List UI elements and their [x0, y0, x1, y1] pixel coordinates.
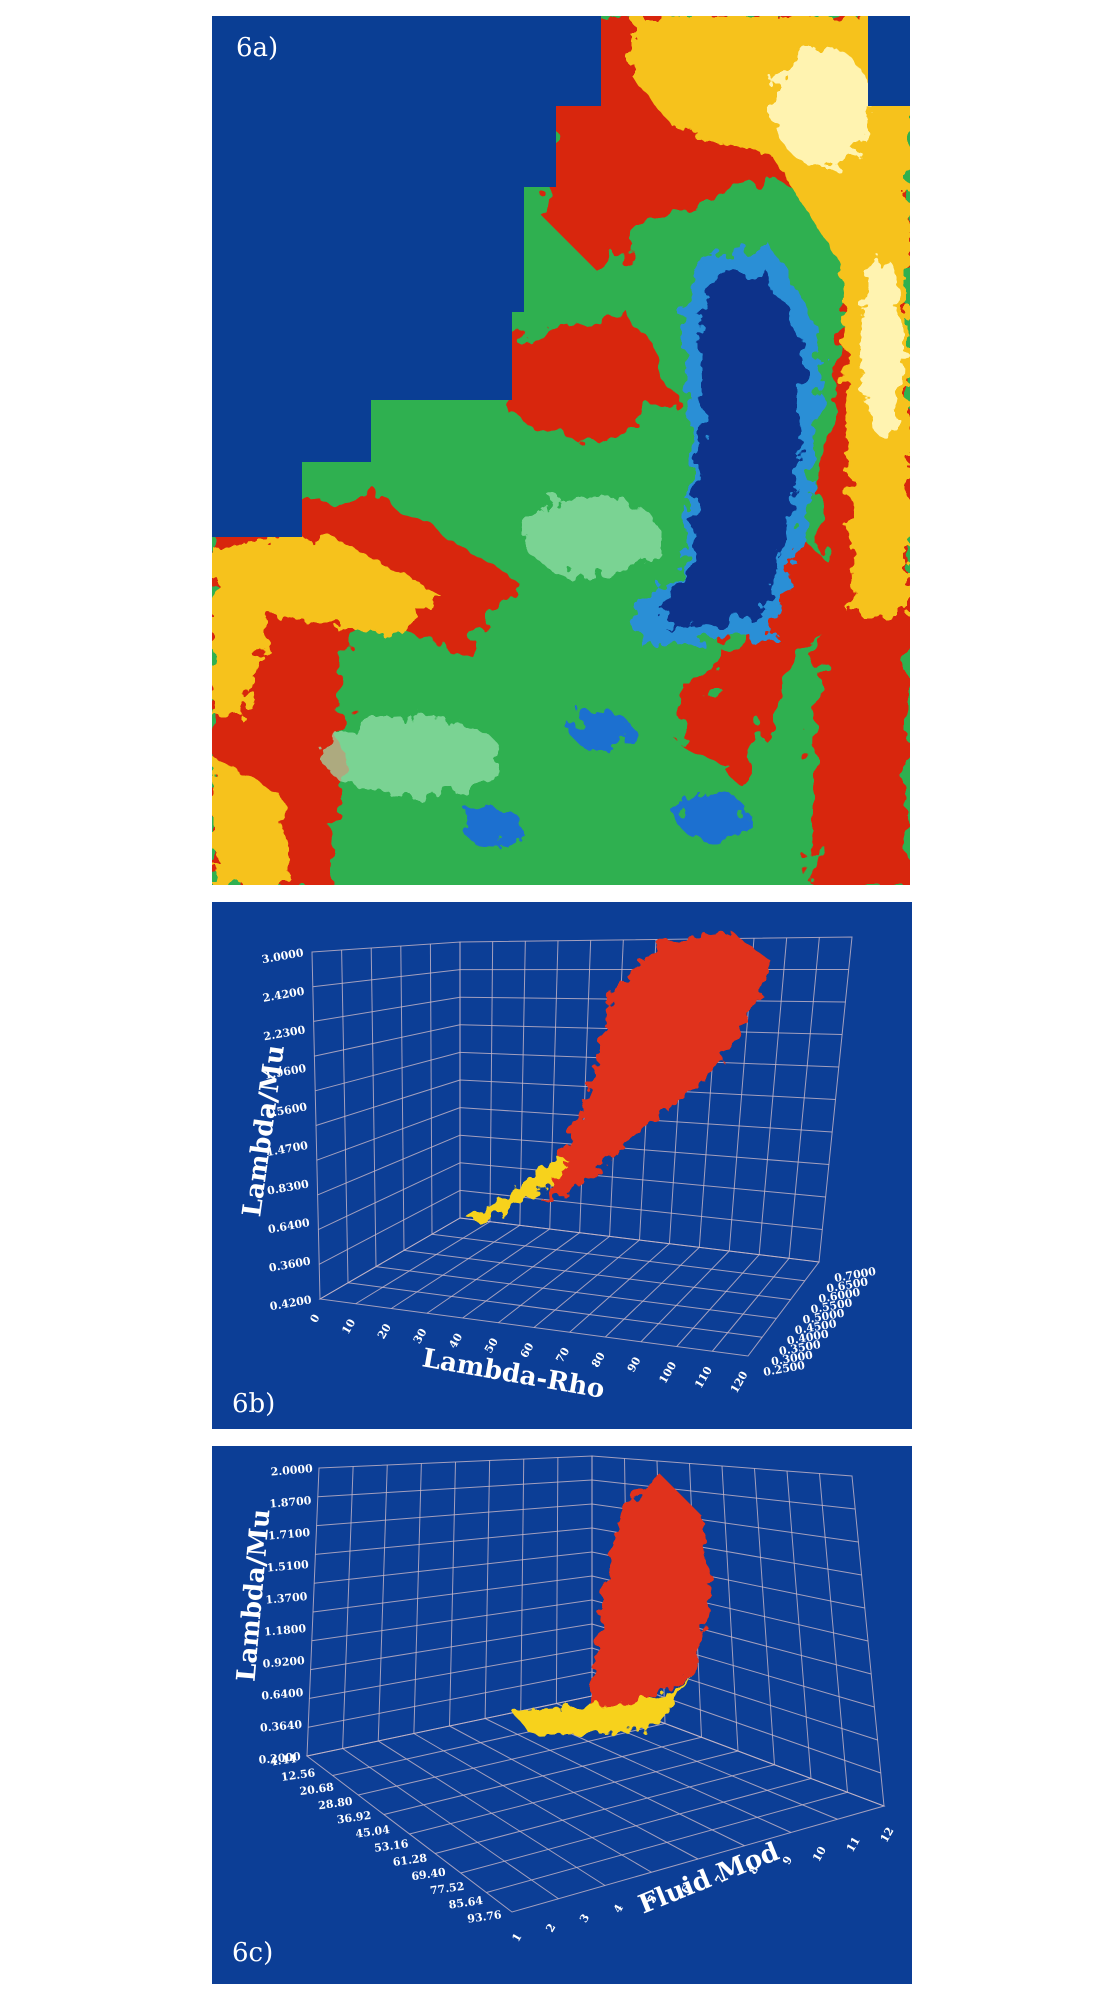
grid-line	[311, 1599, 593, 1642]
tick-label: 4.44	[269, 1752, 298, 1769]
tick-label: 20.68	[299, 1780, 335, 1798]
grid-line	[315, 1527, 593, 1555]
tick-label: 61.28	[392, 1851, 428, 1869]
grid-line	[312, 969, 461, 988]
panel-label: 6a)	[236, 33, 278, 63]
tick-label: 45.04	[355, 1823, 391, 1841]
tick-label: 28.80	[317, 1795, 353, 1813]
grid-wall	[305, 1695, 886, 1913]
grid-line	[434, 1764, 775, 1854]
tick-label: 93.76	[466, 1908, 502, 1926]
grid-line	[358, 1723, 666, 1796]
grid-line	[312, 1575, 593, 1613]
grid-line	[318, 1162, 461, 1231]
grid-line	[309, 1647, 593, 1699]
tick-label: 1.7100	[268, 1526, 311, 1543]
grid-line	[355, 1221, 491, 1305]
scatter-3d-panel: 2.0000 1.8700 1.7100 1.5100 1.3700 1.1800 0.92…	[212, 1446, 912, 1984]
grid-line	[315, 1079, 461, 1126]
grid-line	[459, 1134, 829, 1165]
grid-line	[391, 1224, 521, 1309]
tick-label: 0.9200	[262, 1654, 305, 1671]
tick-label: 1.5100	[266, 1558, 309, 1575]
tick-label: 12.56	[280, 1766, 316, 1784]
tick-label: 2.0000	[270, 1462, 313, 1479]
grid-wall	[318, 1217, 820, 1357]
scatter-3d-panel: 3.00002.42002.23001.96001.56001.47000.83…	[212, 902, 912, 1429]
grid-line	[426, 1228, 551, 1314]
grid-line	[314, 1551, 593, 1584]
grid-line	[316, 1503, 593, 1527]
grid-line	[316, 1107, 461, 1161]
tick-label: 1.1800	[264, 1622, 307, 1639]
grid-line	[459, 1162, 826, 1198]
tick-label: 77.52	[429, 1880, 465, 1898]
tick-label: 85.64	[448, 1894, 484, 1912]
grid-line	[591, 1479, 856, 1510]
map-panel: 6a)	[212, 16, 910, 885]
grid-line	[711, 1258, 790, 1352]
grid-line	[498, 1235, 610, 1324]
grid-line	[462, 1232, 580, 1319]
panel-label: 6b)	[232, 1389, 275, 1419]
grid-line	[313, 996, 461, 1022]
grid-line	[314, 1024, 461, 1057]
tick-label: 0.2000	[258, 1750, 301, 1767]
point-cloud	[467, 932, 772, 1222]
grid-line	[533, 1239, 640, 1328]
tick-label: 1.3700	[265, 1590, 308, 1607]
point-cloud	[512, 1476, 712, 1736]
grid-line	[317, 1479, 593, 1498]
tick-label: 36.92	[336, 1809, 372, 1827]
grid-line	[308, 1671, 593, 1728]
grid-line	[409, 1750, 739, 1835]
grid-line	[318, 1189, 461, 1265]
grid-line	[460, 1778, 812, 1874]
grid-line	[317, 1134, 461, 1196]
grid-line	[640, 1250, 730, 1343]
tick-label: 0.3640	[260, 1718, 303, 1735]
tick-label: 0.6400	[261, 1686, 304, 1703]
grid-line	[310, 1623, 593, 1671]
tick-label: 53.16	[373, 1837, 409, 1855]
grid-line	[383, 1736, 702, 1815]
grid-line	[569, 1243, 670, 1333]
grid-line	[604, 1246, 700, 1338]
grid-line	[486, 1791, 848, 1893]
grid-line	[315, 1051, 461, 1092]
tick-label: 1.8700	[269, 1494, 312, 1511]
grid-line	[676, 1254, 760, 1347]
tick-label: 69.40	[411, 1866, 447, 1884]
panel-label: 6c)	[232, 1938, 273, 1968]
